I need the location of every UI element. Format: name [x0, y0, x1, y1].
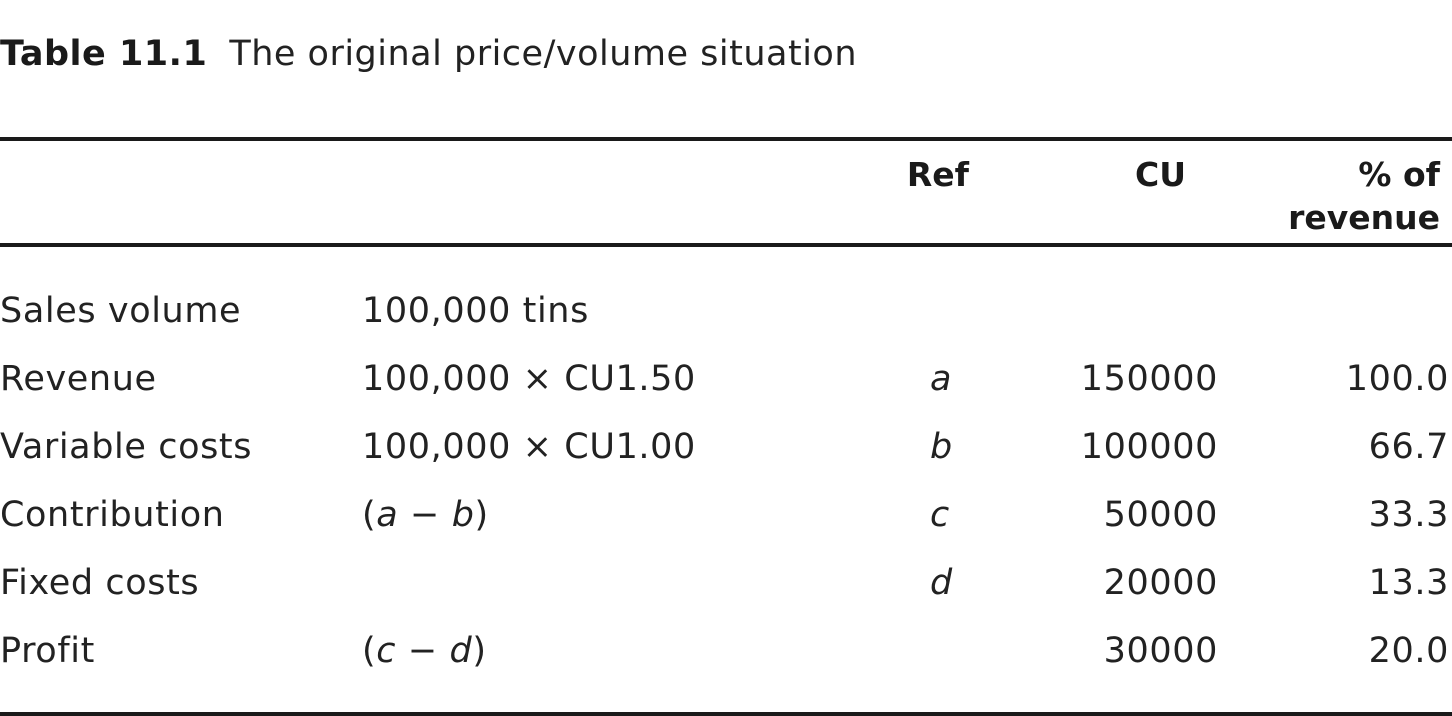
top-rule — [0, 137, 1452, 141]
row-formula: 100,000 × CU1.00 — [362, 427, 696, 467]
table-caption: Table 11.1 The original price/volume situ… — [0, 32, 857, 76]
row-formula: (c − d) — [362, 626, 487, 676]
formula-operator: − — [396, 631, 450, 671]
row-pct: 33.3 — [1368, 495, 1449, 535]
header-percent-line1: % of — [1358, 155, 1440, 194]
row-pct: 20.0 — [1368, 631, 1449, 671]
header-rule — [0, 243, 1452, 247]
row-ref: b — [930, 427, 953, 467]
row-formula: 100,000 × CU1.50 — [362, 359, 696, 399]
table-title: The original price/volume situation — [229, 34, 858, 74]
formula-operand-b: b — [451, 495, 475, 535]
formula-close-paren: ) — [472, 631, 487, 671]
row-label: Profit — [0, 631, 95, 671]
row-pct: 100.0 — [1345, 359, 1449, 399]
formula-operand-d: d — [449, 631, 473, 671]
row-cu: 100000 — [1080, 427, 1218, 467]
row-cu: 150000 — [1080, 359, 1218, 399]
row-pct: 66.7 — [1368, 427, 1449, 467]
header-percent-line2: revenue — [1288, 198, 1440, 237]
row-label: Contribution — [0, 495, 225, 535]
formula-operator: − — [398, 495, 452, 535]
row-cu: 50000 — [1103, 495, 1218, 535]
row-label: Revenue — [0, 359, 157, 399]
table-number: Table 11.1 — [0, 34, 208, 74]
row-cu: 30000 — [1103, 631, 1218, 671]
row-label: Sales volume — [0, 291, 242, 331]
table-row: Contribution (a − b) c 50000 33.3 — [0, 490, 1452, 540]
bottom-rule — [0, 712, 1452, 716]
header-percent-of-revenue: % of revenue — [1288, 153, 1440, 239]
table-row: Profit (c − d) 30000 20.0 — [0, 626, 1452, 676]
row-formula: 100,000 tins — [362, 291, 589, 331]
table-row: Fixed costs d 20000 13.3 — [0, 558, 1452, 608]
table-row: Sales volume 100,000 tins — [0, 286, 1452, 336]
row-formula: (a − b) — [362, 490, 489, 540]
row-label: Variable costs — [0, 427, 253, 467]
row-label: Fixed costs — [0, 563, 200, 603]
row-ref: a — [930, 359, 953, 399]
row-cu: 20000 — [1103, 563, 1218, 603]
formula-open-paren: ( — [362, 631, 377, 671]
row-ref: d — [930, 563, 953, 603]
header-ref: Ref — [906, 155, 969, 194]
row-ref: c — [930, 495, 950, 535]
row-pct: 13.3 — [1368, 563, 1449, 603]
table-row: Revenue 100,000 × CU1.50 a 150000 100.0 — [0, 354, 1452, 404]
formula-operand-a: a — [376, 495, 399, 535]
formula-close-paren: ) — [474, 495, 489, 535]
table-row: Variable costs 100,000 × CU1.00 b 100000… — [0, 422, 1452, 472]
header-cu: CU — [1134, 155, 1186, 194]
formula-open-paren: ( — [362, 495, 377, 535]
formula-operand-c: c — [376, 631, 397, 671]
